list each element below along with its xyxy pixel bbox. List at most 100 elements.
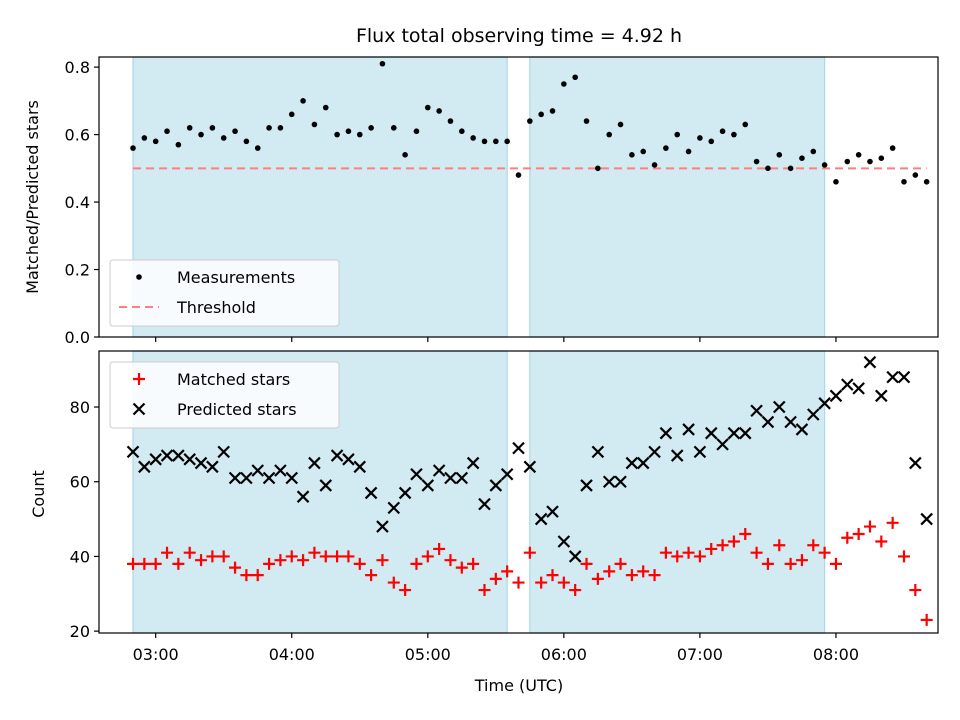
x-tick-label: 08:00: [813, 645, 859, 664]
data-point: [663, 145, 669, 151]
data-point: [421, 479, 435, 492]
legend: Matched stars Predicted stars: [109, 361, 340, 429]
data-point: [583, 118, 590, 124]
data-point: [444, 554, 457, 567]
data-point: [194, 456, 208, 470]
data-point: [886, 516, 899, 529]
data-point: [379, 60, 386, 67]
data-point: [274, 554, 287, 567]
data-point: [330, 449, 344, 462]
data-point: [580, 479, 593, 492]
legend-label: Threshold: [176, 298, 256, 317]
data-point: [195, 554, 208, 567]
data-point: [390, 125, 397, 131]
data-point: [719, 128, 726, 135]
legend-marker: [133, 373, 145, 385]
data-point: [364, 486, 378, 500]
data-point: [285, 471, 299, 485]
data-point: [901, 179, 907, 185]
data-point: [852, 382, 865, 395]
data-point: [353, 557, 366, 570]
data-point: [807, 408, 820, 421]
data-point: [300, 98, 306, 104]
data-point: [920, 613, 933, 626]
data-point: [682, 546, 695, 559]
data-point: [538, 111, 544, 118]
y-tick-label: 40: [70, 547, 90, 566]
data-point: [175, 141, 182, 148]
data-point: [784, 415, 797, 429]
data-point: [693, 550, 706, 563]
data-point: [274, 464, 287, 477]
data-point: [228, 471, 242, 485]
data-point: [772, 400, 786, 414]
data-point: [209, 125, 216, 131]
data-point: [459, 128, 465, 135]
data-point: [296, 490, 310, 503]
data-point: [138, 557, 151, 570]
data-point: [629, 152, 635, 158]
data-point: [232, 128, 238, 135]
data-point: [444, 471, 457, 485]
data-point: [546, 569, 559, 582]
y-tick-label: 0.2: [65, 261, 90, 280]
data-point: [436, 108, 442, 114]
data-point: [546, 505, 559, 518]
data-point: [534, 512, 548, 526]
legend-label: Predicted stars: [177, 400, 297, 419]
data-point: [750, 546, 763, 559]
data-point: [561, 81, 567, 87]
data-point: [659, 546, 672, 559]
data-point: [319, 550, 332, 563]
data-point: [402, 152, 408, 158]
data-point: [708, 138, 715, 145]
data-point: [591, 445, 605, 459]
data-point: [334, 131, 340, 138]
data-point: [603, 565, 616, 578]
legend-label: Matched stars: [177, 370, 290, 389]
data-point: [262, 471, 276, 485]
data-point: [149, 453, 162, 466]
data-point: [152, 138, 159, 145]
x-tick-label: 03:00: [133, 645, 179, 664]
legend-box: [109, 259, 340, 327]
data-point: [501, 565, 514, 578]
axes-frame: [98, 56, 939, 338]
data-point: [889, 145, 896, 151]
data-point: [220, 135, 227, 141]
data-point: [637, 565, 650, 578]
x-axis-label: Time (UTC): [474, 676, 563, 695]
data-point: [493, 138, 499, 145]
data-point: [557, 535, 571, 548]
data-point: [512, 441, 525, 455]
data-point: [787, 165, 794, 172]
data-point: [829, 389, 843, 403]
data-point: [368, 125, 374, 131]
data-point: [659, 426, 673, 440]
data-point: [897, 550, 910, 563]
legend-label: Measurements: [177, 268, 295, 287]
data-point: [716, 438, 729, 451]
x-tick-label: 04:00: [269, 645, 315, 664]
data-point: [863, 355, 877, 369]
data-point: [617, 121, 624, 128]
data-point: [206, 460, 219, 474]
data-point: [455, 471, 469, 485]
data-point: [693, 445, 707, 459]
data-point: [833, 179, 839, 185]
data-point: [829, 557, 842, 570]
data-point: [322, 104, 329, 111]
data-point: [467, 557, 480, 570]
y-tick-label: 0.4: [65, 193, 90, 212]
data-point: [572, 74, 578, 81]
data-point: [285, 550, 298, 563]
data-point: [750, 404, 763, 418]
data-point: [297, 554, 310, 567]
data-point: [399, 584, 412, 597]
legend-marker: [136, 274, 142, 280]
data-point: [466, 456, 480, 470]
data-point: [398, 486, 412, 500]
data-point: [527, 118, 533, 124]
y-tick-label: 0.6: [65, 126, 90, 145]
